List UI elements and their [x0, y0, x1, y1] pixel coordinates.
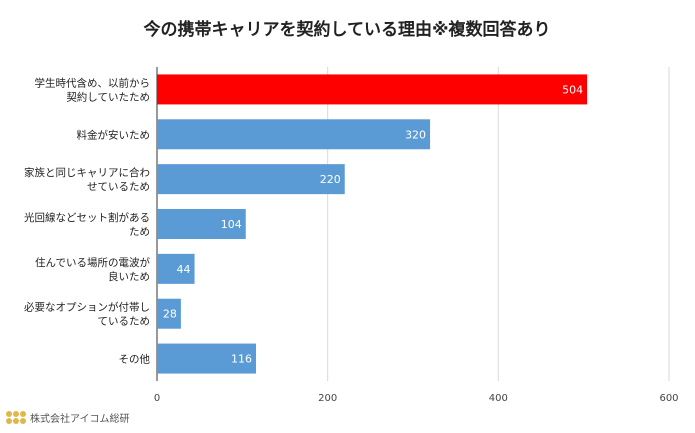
category-label: 料金が安いため: [77, 128, 151, 141]
x-tick-label: 0: [154, 393, 160, 404]
category-label: 学生時代含め、以前から契約していたため: [35, 76, 151, 103]
category-label: 住んでいる場所の電波が良いため: [35, 256, 150, 283]
category-labels: 学生時代含め、以前から契約していたため料金が安いため家族と同じキャリアに合わせて…: [24, 76, 150, 365]
bar: [157, 298, 181, 329]
bar-value-label: 104: [221, 218, 242, 231]
category-label: 必要なオプションが付帯しているため: [24, 301, 150, 328]
bar-value-label: 116: [231, 353, 252, 366]
bar: [157, 209, 246, 239]
bar: [157, 119, 431, 150]
category-label: 光回線などセット割があるため: [24, 211, 150, 238]
x-tick-label: 400: [489, 393, 508, 404]
bar: [157, 343, 256, 374]
bar-value-label: 220: [320, 173, 341, 186]
category-label: その他: [119, 353, 151, 366]
bar-value-label: 28: [163, 308, 177, 321]
bar-value-label: 320: [405, 128, 426, 141]
bars: 504 320 220 104 44 28 116: [157, 74, 588, 374]
bar: [157, 74, 588, 105]
x-tick-label: 600: [659, 393, 678, 404]
x-tick-label: 200: [318, 393, 337, 404]
category-label: 家族と同じキャリアに合わせているため: [24, 166, 150, 193]
bar: [157, 164, 345, 195]
x-tick-labels: 0 200 400 600: [154, 393, 679, 404]
dot-grid-logo-icon: [6, 411, 26, 424]
bar: [157, 253, 195, 284]
footer: 株式会社アイコム総研: [6, 410, 130, 425]
bar-value-label: 504: [562, 83, 583, 96]
company-name: 株式会社アイコム総研: [30, 414, 130, 425]
chart-title: 今の携帯キャリアを契約している理由※複数回答あり: [143, 19, 550, 40]
bar-value-label: 44: [177, 263, 191, 276]
